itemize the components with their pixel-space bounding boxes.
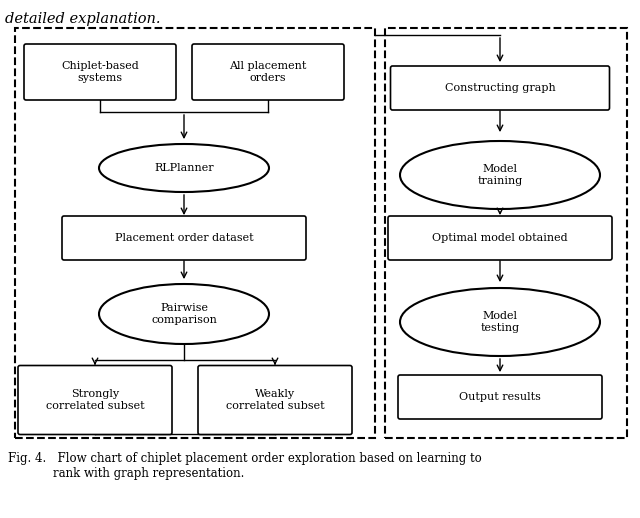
Ellipse shape: [99, 144, 269, 192]
Text: Weakly
correlated subset: Weakly correlated subset: [226, 389, 324, 411]
FancyBboxPatch shape: [388, 216, 612, 260]
Ellipse shape: [400, 288, 600, 356]
FancyBboxPatch shape: [398, 375, 602, 419]
FancyBboxPatch shape: [24, 44, 176, 100]
Text: Model
testing: Model testing: [481, 311, 520, 333]
FancyBboxPatch shape: [198, 366, 352, 435]
Text: Fig. 4.   Flow chart of chiplet placement order exploration based on learning to: Fig. 4. Flow chart of chiplet placement …: [8, 452, 482, 465]
FancyBboxPatch shape: [390, 66, 609, 110]
Text: Placement order dataset: Placement order dataset: [115, 233, 253, 243]
Text: RLPlanner: RLPlanner: [154, 163, 214, 173]
Text: Strongly
correlated subset: Strongly correlated subset: [45, 389, 144, 411]
Ellipse shape: [400, 141, 600, 209]
Text: All placement
orders: All placement orders: [229, 61, 307, 83]
FancyBboxPatch shape: [18, 366, 172, 435]
Bar: [15, 28, 375, 438]
Ellipse shape: [99, 284, 269, 344]
Text: Output results: Output results: [459, 392, 541, 402]
Text: rank with graph representation.: rank with graph representation.: [8, 467, 244, 480]
Text: Optimal model obtained: Optimal model obtained: [432, 233, 568, 243]
Text: Model
training: Model training: [477, 164, 523, 186]
Text: Pairwise
comparison: Pairwise comparison: [151, 303, 217, 325]
Text: Constructing graph: Constructing graph: [445, 83, 556, 93]
Text: detailed explanation.: detailed explanation.: [5, 12, 161, 26]
FancyBboxPatch shape: [192, 44, 344, 100]
Text: Chiplet-based
systems: Chiplet-based systems: [61, 61, 139, 83]
Bar: [385, 28, 627, 438]
FancyBboxPatch shape: [62, 216, 306, 260]
